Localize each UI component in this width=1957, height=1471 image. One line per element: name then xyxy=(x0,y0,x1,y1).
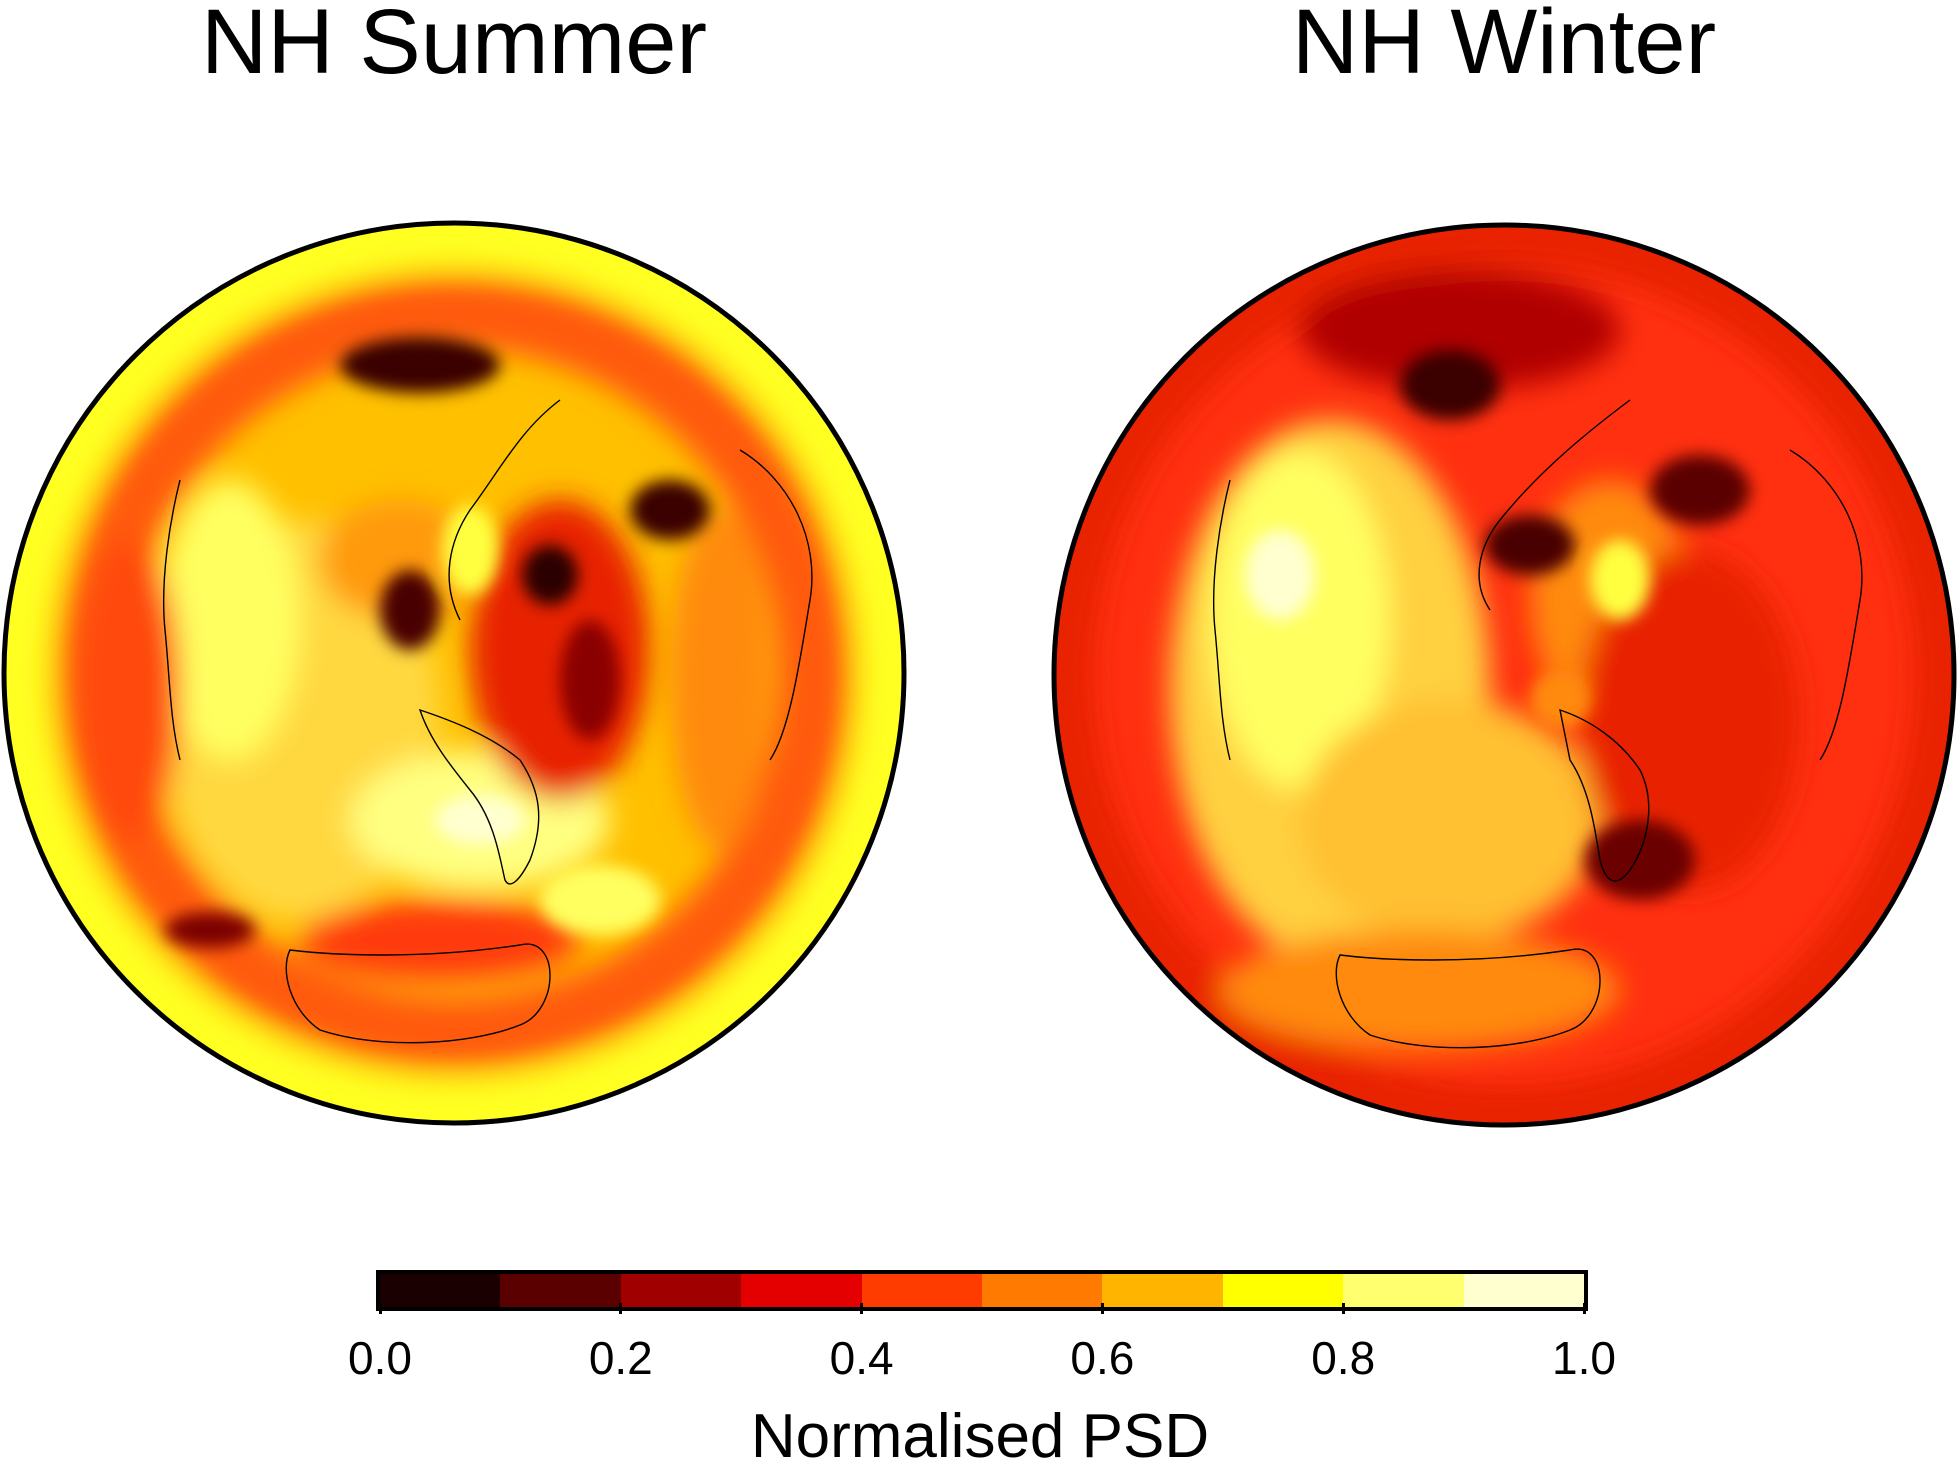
colorbar-title: Normalised PSD xyxy=(750,1402,1210,1471)
colorbar-segment xyxy=(982,1274,1103,1307)
summer-map-frame xyxy=(1,220,907,1126)
map-nh-winter xyxy=(1054,225,1954,1125)
panel-title-nh-winter: NH Winter xyxy=(1291,0,1717,93)
colorbar-tick xyxy=(378,1303,382,1314)
colorbar-segment xyxy=(861,1274,983,1307)
colorbar-tick-label: 0.6 xyxy=(1070,1332,1135,1384)
colorbar-segment xyxy=(500,1274,621,1307)
winter-map-frame xyxy=(1051,222,1957,1128)
panel-title-nh-summer: NH Summer xyxy=(200,0,708,93)
colorbar-tick-label: 1.0 xyxy=(1552,1332,1616,1384)
colorbar-tick-label: 0.2 xyxy=(588,1332,653,1384)
colorbar-tick-label: 0.4 xyxy=(829,1332,894,1384)
colorbar-segment xyxy=(620,1274,742,1307)
colorbar-tick xyxy=(860,1303,864,1314)
colorbar-segment xyxy=(1463,1274,1585,1307)
colorbar-tick xyxy=(1341,1303,1345,1314)
map-nh-summer xyxy=(4,223,904,1123)
colorbar-segment xyxy=(1102,1274,1223,1307)
colorbar-tick xyxy=(1582,1303,1586,1314)
colorbar-tick-label: 0.8 xyxy=(1311,1332,1376,1384)
colorbar-segment xyxy=(1222,1274,1344,1307)
colorbar-segment xyxy=(1343,1274,1464,1307)
colorbar xyxy=(376,1270,1588,1311)
colorbar-tick xyxy=(619,1303,623,1314)
colorbar-segment xyxy=(741,1274,862,1307)
colorbar-segment xyxy=(380,1274,501,1307)
colorbar-tick xyxy=(1100,1303,1104,1314)
colorbar-tick-label: 0.0 xyxy=(348,1332,412,1384)
